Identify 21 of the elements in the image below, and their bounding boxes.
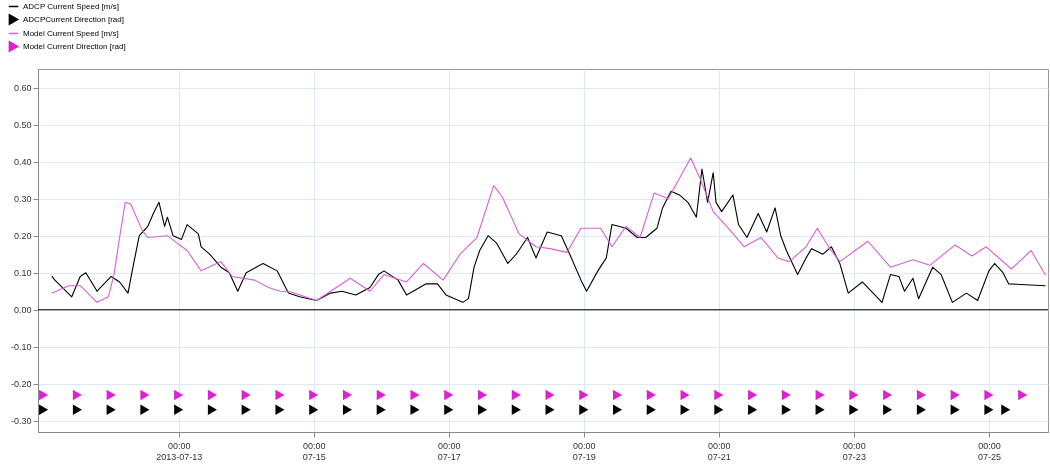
y-tick-label: -0.20 bbox=[10, 379, 32, 390]
y-tick-label: 0.20 bbox=[13, 231, 32, 242]
y-tick-label: 0.60 bbox=[13, 83, 32, 94]
y-tick-label: -0.30 bbox=[10, 416, 32, 427]
y-tick-label: 0.10 bbox=[13, 268, 32, 279]
legend-label: Model Current Direction [rad] bbox=[23, 41, 126, 51]
x-tick-label: 00:00 07-21 bbox=[707, 440, 731, 462]
y-tick-label: -0.10 bbox=[10, 342, 32, 353]
x-tick-label: 00:00 2013-07-13 bbox=[156, 440, 203, 462]
y-tick-label: 0.50 bbox=[13, 120, 32, 131]
y-tick-label: 0.30 bbox=[13, 194, 32, 205]
legend-label: Model Current Speed [m/s] bbox=[23, 28, 119, 38]
y-tick-label: 0.40 bbox=[13, 157, 32, 168]
legend-label: ADCP Current Speed [m/s] bbox=[23, 1, 119, 11]
x-tick-label: 00:00 07-15 bbox=[302, 440, 326, 462]
x-tick-label: 00:00 07-23 bbox=[842, 440, 866, 462]
x-tick-label: 00:00 07-25 bbox=[977, 440, 1001, 462]
y-tick-label: 0.00 bbox=[13, 305, 32, 316]
x-tick-label: 00:00 07-17 bbox=[437, 440, 461, 462]
legend-label: ADCPCurrent Direction [rad] bbox=[23, 14, 124, 24]
x-tick-label: 00:00 07-19 bbox=[572, 440, 596, 462]
